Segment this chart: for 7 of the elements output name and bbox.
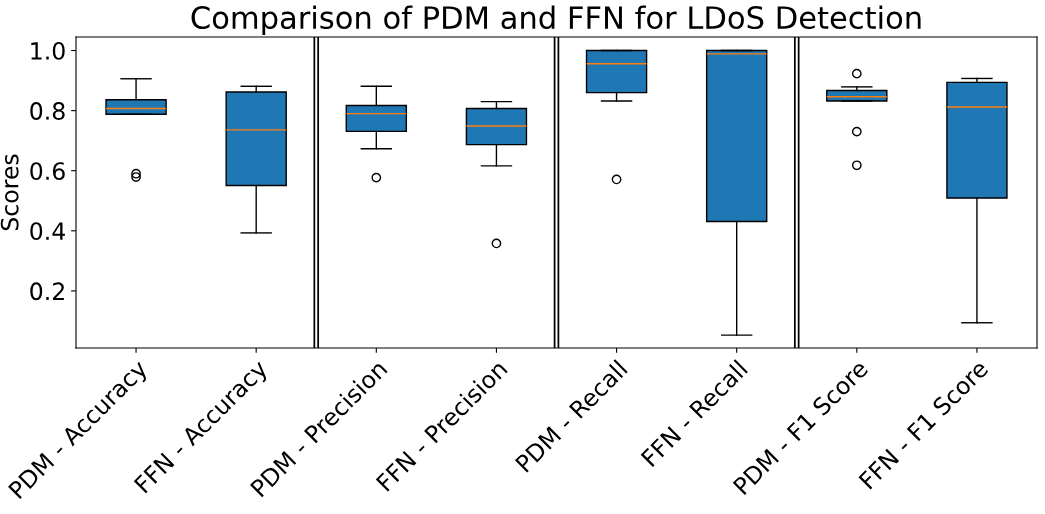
y-tick-label: 0.6 — [30, 162, 65, 181]
y-tick-label: 0.2 — [30, 282, 64, 301]
y-tick-label: 0.8 — [30, 102, 65, 120]
y-axis-title: Scores — [0, 154, 19, 231]
y-tick-label: 0.4 — [30, 222, 65, 241]
y-tick-label: 1.0 — [31, 41, 65, 60]
chart-title: Comparison of PDM and FFN for LDoS Detection — [191, 5, 921, 36]
